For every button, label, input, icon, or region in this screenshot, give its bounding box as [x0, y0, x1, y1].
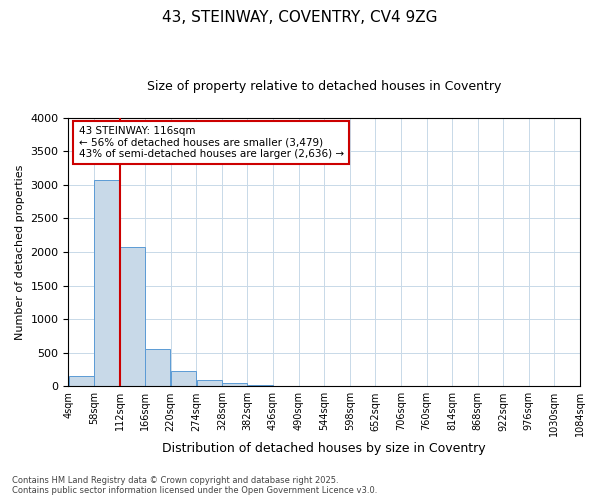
- Bar: [68, 376, 94, 386]
- Bar: [145, 348, 170, 387]
- Text: 43 STEINWAY: 116sqm
← 56% of detached houses are smaller (3,479)
43% of semi-det: 43 STEINWAY: 116sqm ← 56% of detached ho…: [79, 126, 344, 159]
- Bar: [171, 371, 196, 386]
- Bar: [120, 246, 145, 386]
- X-axis label: Distribution of detached houses by size in Coventry: Distribution of detached houses by size …: [163, 442, 486, 455]
- Bar: [197, 380, 221, 386]
- Bar: [222, 383, 247, 386]
- Text: Contains HM Land Registry data © Crown copyright and database right 2025.
Contai: Contains HM Land Registry data © Crown c…: [12, 476, 377, 495]
- Title: Size of property relative to detached houses in Coventry: Size of property relative to detached ho…: [147, 80, 502, 93]
- Y-axis label: Number of detached properties: Number of detached properties: [15, 164, 25, 340]
- Text: 43, STEINWAY, COVENTRY, CV4 9ZG: 43, STEINWAY, COVENTRY, CV4 9ZG: [162, 10, 438, 25]
- Bar: [94, 180, 119, 386]
